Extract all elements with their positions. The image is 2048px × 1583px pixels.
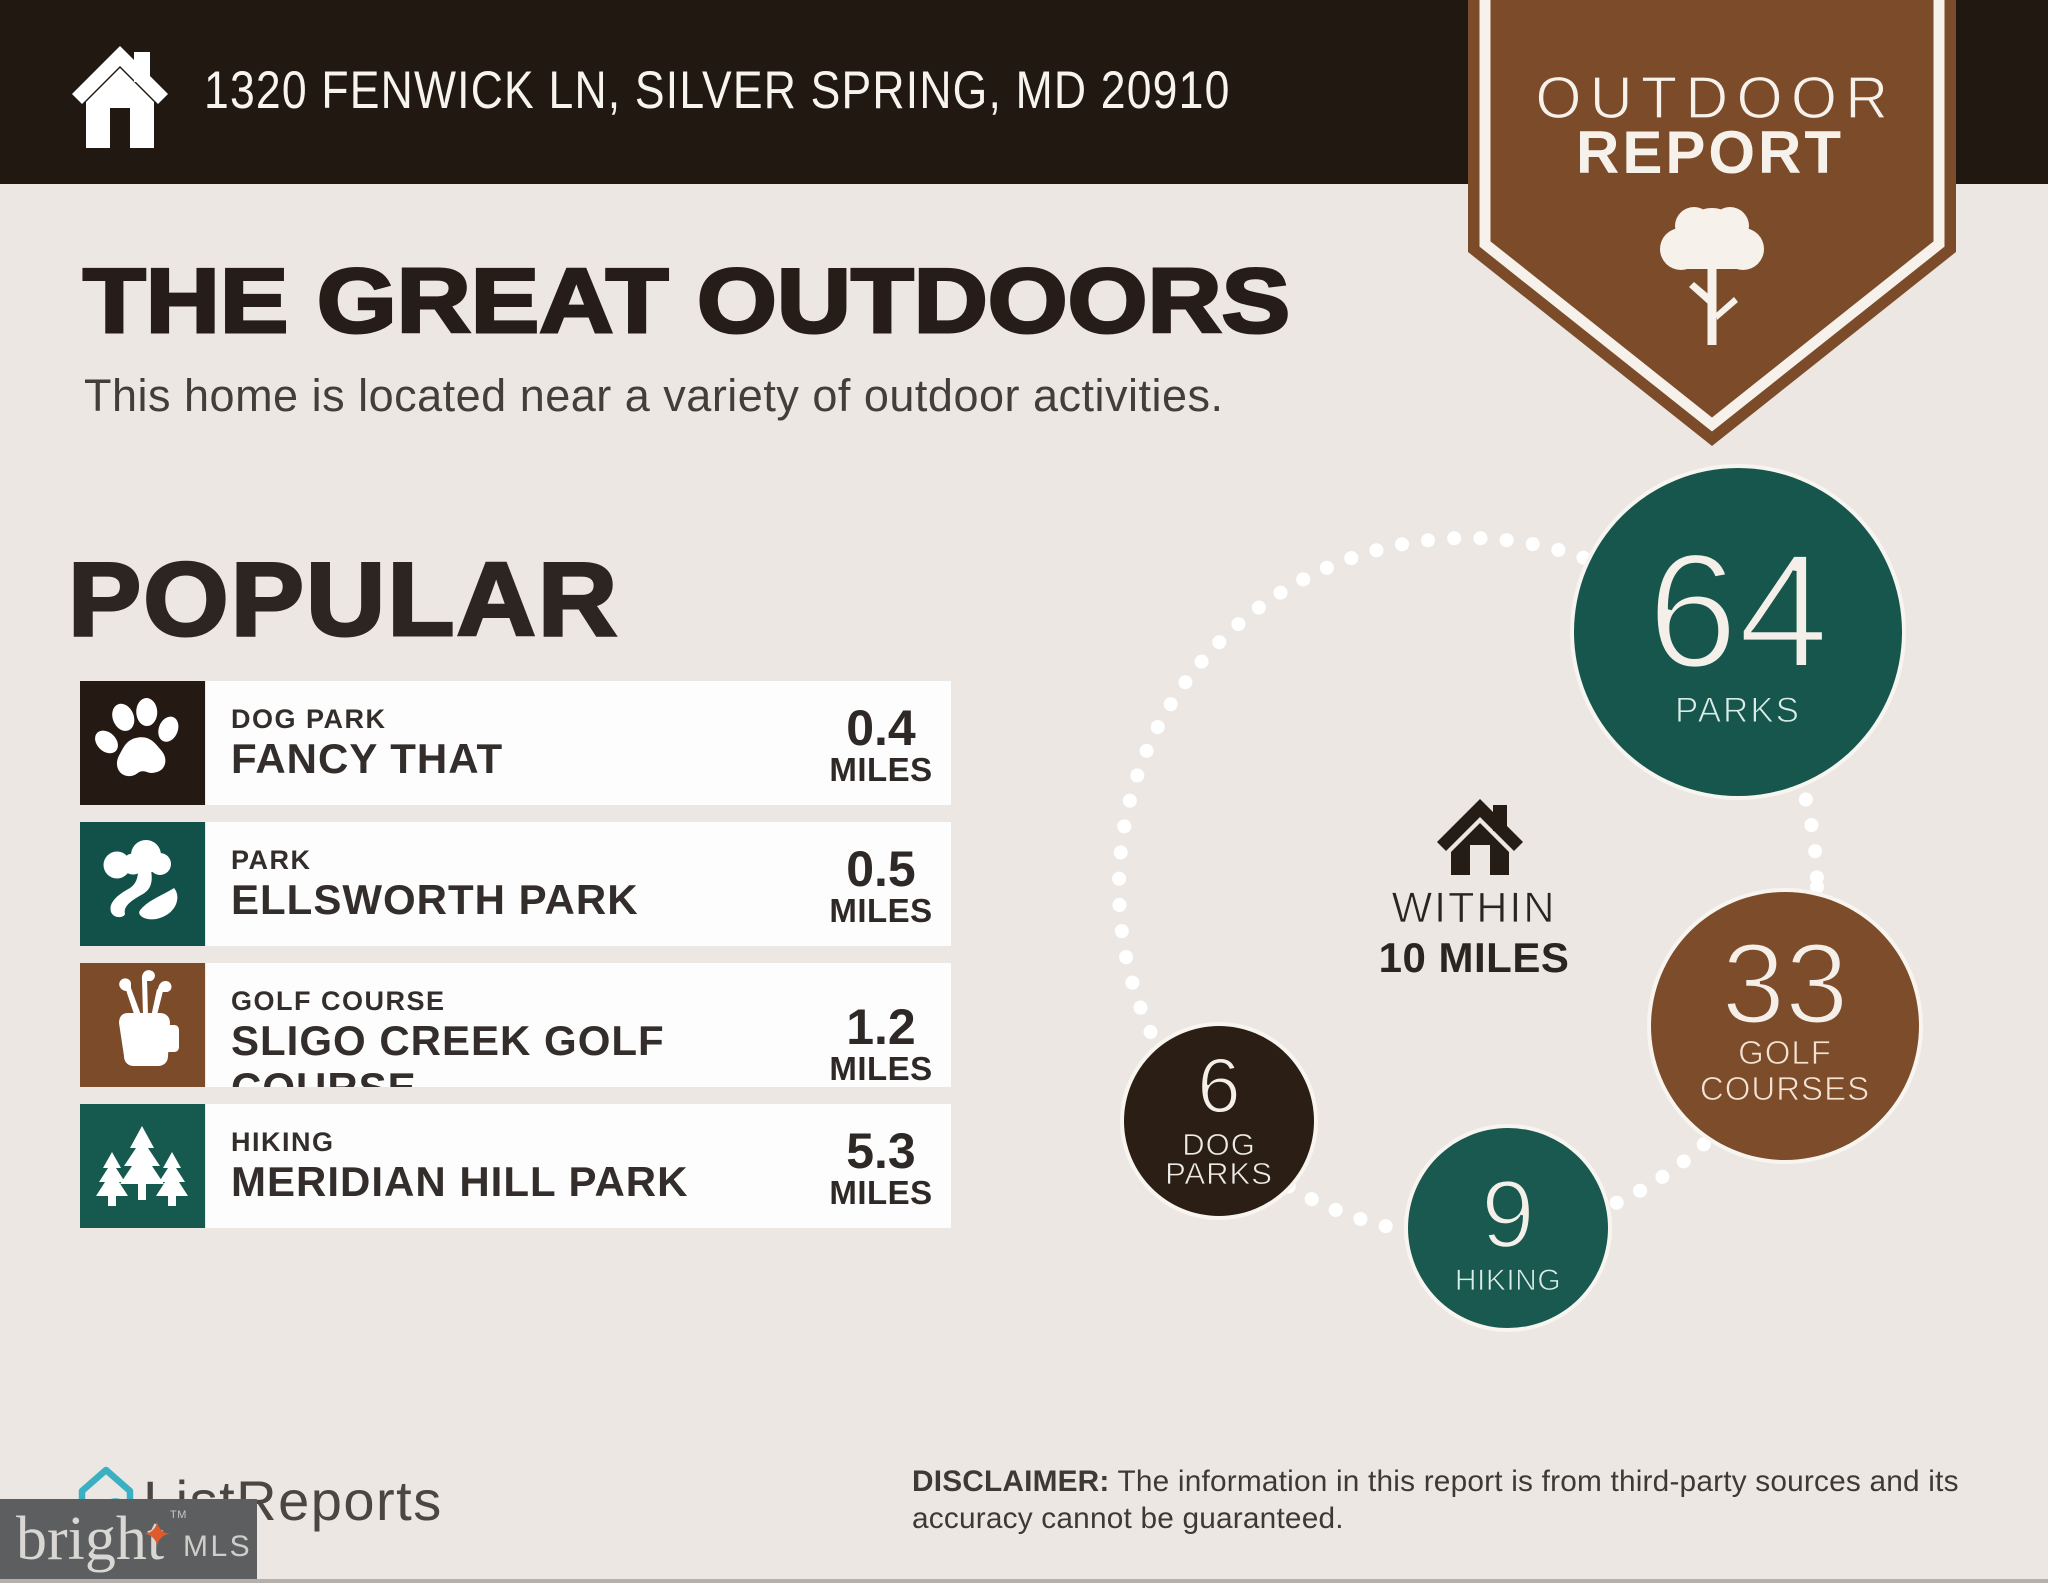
svg-text:OUTDOOR: OUTDOOR (1535, 65, 1896, 131)
svg-text:REPORT: REPORT (1576, 119, 1844, 186)
